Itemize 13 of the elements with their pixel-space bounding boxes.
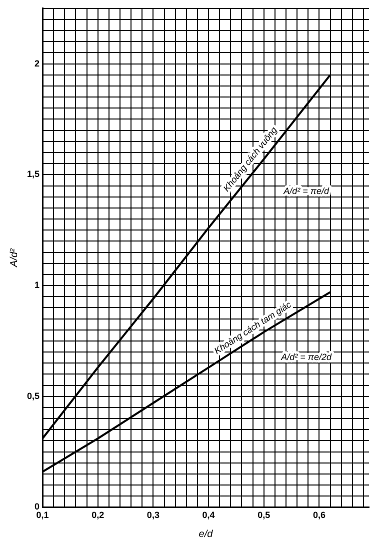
x-tick-label: 0,2 (92, 510, 104, 520)
y-tick-label: 0 (34, 502, 40, 512)
y-tick-label: 1,5 (26, 169, 40, 180)
x-tick-label: 0,1 (36, 510, 49, 520)
y-tick-label: 2 (34, 58, 40, 68)
x-tick-label: 0,6 (312, 510, 326, 520)
y-tick-label: 0,5 (26, 390, 40, 401)
y-axis-title: A/d² (8, 248, 20, 268)
y-tick-label: 1 (34, 280, 40, 290)
x-tick-label: 0,3 (146, 510, 160, 520)
x-tick-label: 0,4 (202, 510, 215, 520)
x-tick-label: 0,5 (258, 510, 270, 520)
x-axis-title: e/d (198, 528, 214, 540)
